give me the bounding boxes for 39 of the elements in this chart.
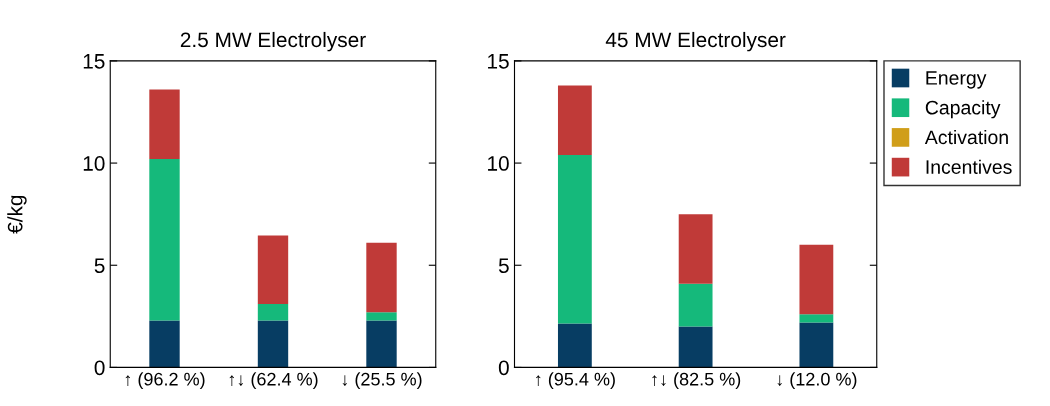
legend-label: Energy — [926, 71, 987, 89]
bar — [366, 242, 397, 313]
bar — [799, 314, 834, 323]
x-tick-label: ↑ (95.4 %) — [536, 372, 615, 390]
y-tick-label: 0 — [94, 360, 105, 376]
bar — [149, 158, 180, 321]
bar — [678, 283, 713, 327]
legend-label: Activation — [924, 129, 1008, 145]
bar — [678, 326, 713, 368]
x-tick-label: ↓ (12.0 %) — [777, 372, 857, 390]
y-tick-label: 10 — [488, 156, 509, 171]
y-tick-label: 5 — [498, 258, 509, 274]
legend-label: Capacity — [925, 100, 1001, 119]
bar — [257, 235, 289, 305]
bar — [366, 320, 397, 368]
y-tick-label: 15 — [488, 54, 509, 69]
bar — [799, 322, 834, 368]
bar — [366, 312, 397, 321]
x-tick-label: ↑↓ (82.5 %) — [652, 372, 741, 390]
bar — [557, 323, 592, 368]
bar — [557, 154, 592, 324]
bar — [149, 320, 180, 368]
x-tick-label: ↑ (96.2 %) — [125, 372, 205, 390]
y-tick-label: 0 — [498, 360, 509, 376]
bar — [799, 244, 834, 315]
x-tick-label: ↓ (25.5 %) — [342, 372, 422, 390]
legend-label: Incentives — [926, 159, 1012, 174]
chart-title: 45 MW Electrolyser — [605, 31, 786, 52]
x-tick-label: ↑↓ (62.4 %) — [229, 372, 318, 390]
y-tick-label: 10 — [83, 156, 105, 171]
y-axis-title: €/kg — [7, 195, 27, 234]
bar — [257, 320, 289, 368]
bar — [149, 89, 180, 159]
bar — [257, 304, 289, 321]
bar — [557, 85, 592, 155]
chart-title: 2.5 MW Electrolyser — [180, 31, 366, 52]
bar — [678, 214, 713, 284]
y-tick-label: 5 — [94, 258, 105, 274]
y-tick-label: 15 — [83, 54, 105, 69]
